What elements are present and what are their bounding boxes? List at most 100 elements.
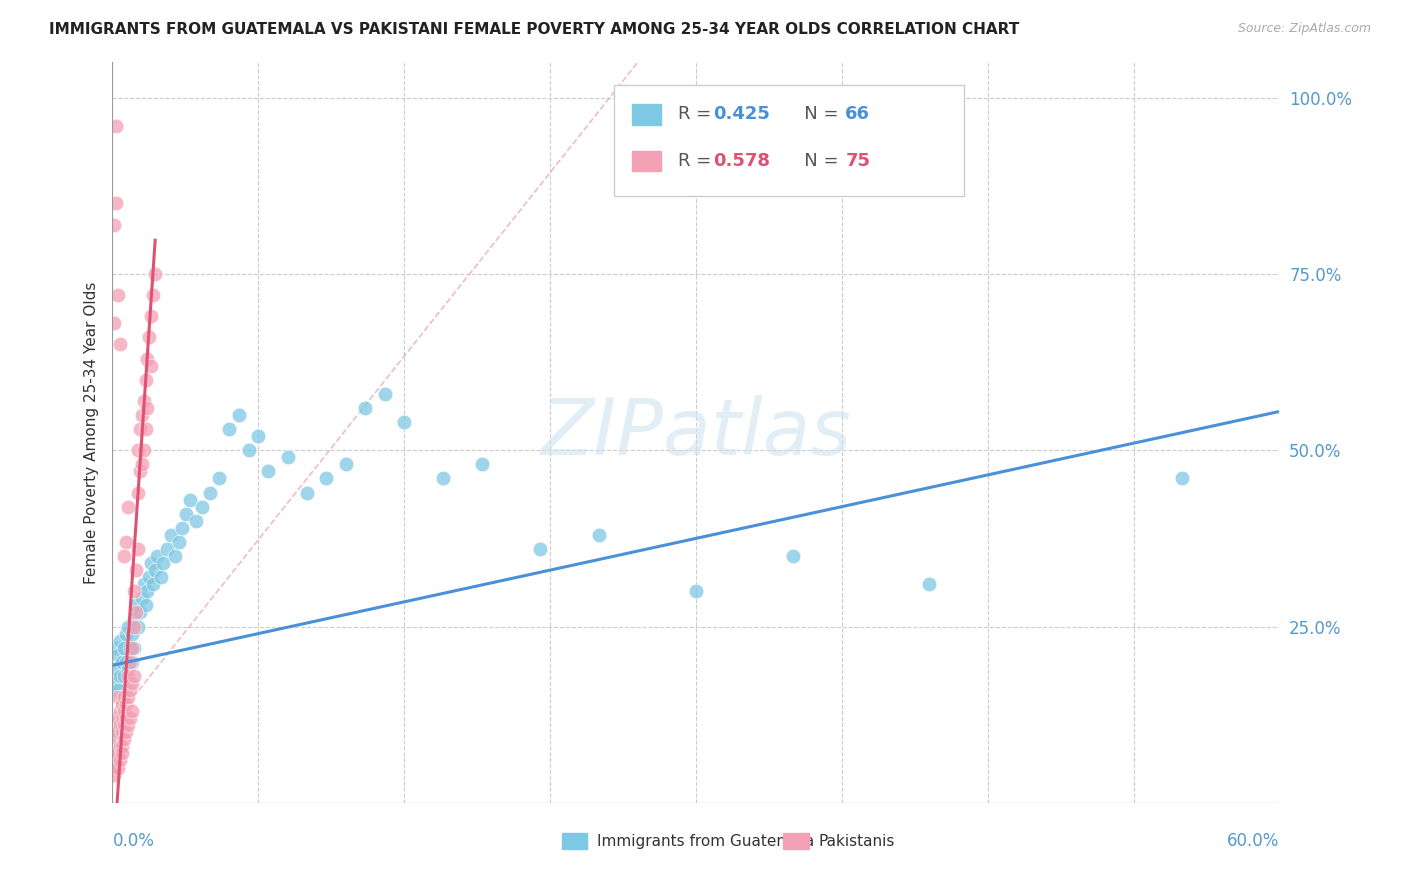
Text: Pakistanis: Pakistanis [818, 834, 894, 849]
Point [111, 690, 134, 704]
Point [141, 556, 163, 570]
Point [782, 549, 804, 563]
Point [131, 458, 153, 472]
Point [125, 599, 148, 613]
Bar [631, 103, 661, 125]
Point [115, 535, 138, 549]
Point [198, 485, 221, 500]
Point [141, 359, 163, 373]
Text: N =: N = [787, 152, 844, 169]
Point [136, 351, 159, 366]
Point [136, 401, 159, 415]
Point [127, 541, 149, 556]
Point [184, 514, 207, 528]
Point [112, 732, 135, 747]
Bar [631, 151, 661, 171]
Text: 75: 75 [845, 152, 870, 169]
Point [103, 711, 125, 725]
Point [150, 570, 173, 584]
Text: R =: R = [679, 152, 717, 169]
Text: 60.0%: 60.0% [1227, 832, 1279, 850]
Point [105, 676, 128, 690]
Point [179, 492, 201, 507]
Point [918, 577, 941, 591]
Point [115, 626, 138, 640]
Point [112, 640, 135, 655]
Point [107, 288, 129, 302]
Point [103, 754, 125, 768]
Point [111, 655, 134, 669]
Point [111, 711, 134, 725]
Point [105, 640, 128, 655]
Point [112, 549, 135, 563]
Point [110, 754, 132, 768]
Point [122, 669, 145, 683]
Point [125, 606, 148, 620]
Point [118, 640, 141, 655]
Point [115, 725, 138, 739]
Text: N =: N = [787, 105, 844, 123]
Point [138, 330, 160, 344]
Text: Source: ZipAtlas.com: Source: ZipAtlas.com [1237, 22, 1371, 36]
Point [117, 718, 139, 732]
Text: R =: R = [679, 105, 717, 123]
Point [105, 754, 128, 768]
Point [115, 711, 138, 725]
Point [110, 718, 132, 732]
Point [117, 662, 139, 676]
FancyBboxPatch shape [614, 85, 965, 195]
Point [107, 732, 129, 747]
Point [685, 584, 707, 599]
Point [218, 422, 240, 436]
Point [118, 683, 141, 698]
Point [143, 267, 166, 281]
Text: Immigrants from Guatemala: Immigrants from Guatemala [596, 834, 814, 849]
Point [131, 591, 153, 606]
Point [257, 464, 280, 478]
Point [112, 690, 135, 704]
Text: 0.0%: 0.0% [112, 832, 155, 850]
Point [146, 549, 169, 563]
Point [238, 443, 260, 458]
Point [132, 443, 155, 458]
Point [103, 760, 125, 774]
Point [122, 584, 145, 599]
Point [105, 739, 128, 754]
Point [163, 549, 186, 563]
Point [118, 655, 141, 669]
Point [115, 655, 138, 669]
Point [103, 732, 125, 747]
Point [121, 676, 143, 690]
Point [143, 563, 166, 577]
Point [110, 704, 132, 718]
Point [1171, 471, 1194, 485]
Point [107, 711, 129, 725]
Point [105, 119, 128, 133]
Point [111, 697, 134, 711]
Point [110, 669, 132, 683]
Text: IMMIGRANTS FROM GUATEMALA VS PAKISTANI FEMALE POVERTY AMONG 25-34 YEAR OLDS CORR: IMMIGRANTS FROM GUATEMALA VS PAKISTANI F… [49, 22, 1019, 37]
Point [128, 464, 150, 478]
Point [394, 415, 416, 429]
Point [105, 718, 128, 732]
Point [103, 739, 125, 754]
Point [110, 739, 132, 754]
Y-axis label: Female Poverty Among 25-34 Year Olds: Female Poverty Among 25-34 Year Olds [83, 282, 98, 583]
Point [107, 690, 129, 704]
Point [110, 633, 132, 648]
Point [122, 619, 145, 633]
Point [247, 429, 270, 443]
Point [127, 443, 149, 458]
Point [208, 471, 231, 485]
Point [135, 599, 157, 613]
Point [115, 697, 138, 711]
Point [132, 393, 155, 408]
Point [103, 662, 125, 676]
Point [374, 387, 396, 401]
Point [117, 500, 139, 514]
Point [118, 711, 141, 725]
Point [111, 739, 134, 754]
Point [110, 337, 132, 351]
Point [315, 471, 337, 485]
Point [142, 577, 165, 591]
